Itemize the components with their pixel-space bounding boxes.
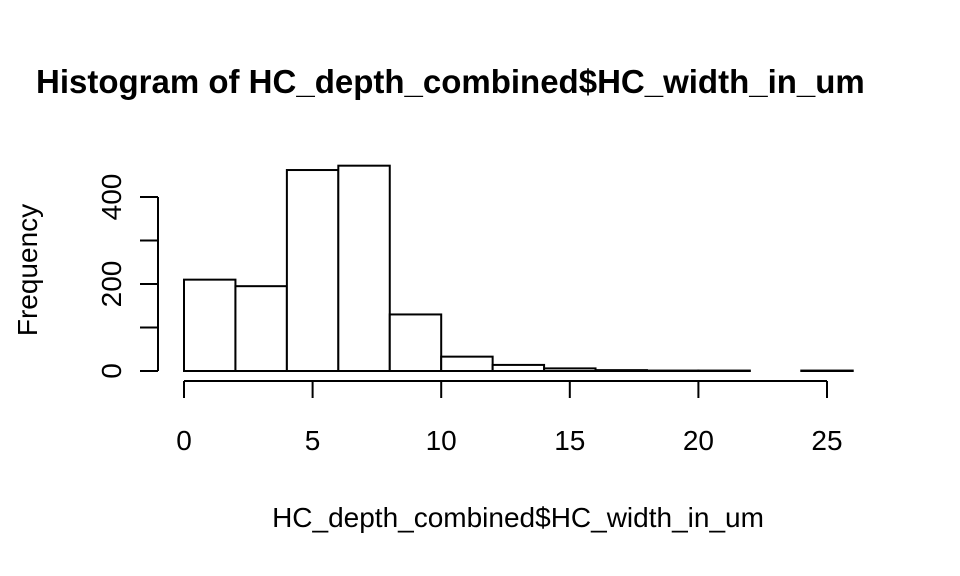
y-tick-label: 0 (96, 363, 127, 379)
histogram-bar (285, 169, 340, 372)
x-axis-label: HC_depth_combined$HC_width_in_um (272, 502, 764, 533)
x-tick-label: 5 (305, 425, 321, 456)
x-tick-label: 15 (554, 425, 585, 456)
x-tick-label: 10 (426, 425, 457, 456)
y-tick-label: 200 (96, 261, 127, 308)
x-tick-label: 0 (176, 425, 192, 456)
x-tick-label: 25 (811, 425, 842, 456)
histogram-bar (543, 367, 597, 373)
y-axis-label: Frequency (12, 204, 43, 336)
histogram-bar (337, 164, 391, 372)
histogram-bar (183, 278, 237, 372)
histogram-bars (183, 164, 854, 373)
x-tick-label: 20 (683, 425, 714, 456)
x-axis: 0 5 10 15 20 25 (176, 380, 843, 456)
histogram-bar (234, 285, 288, 372)
y-axis: 0 200 400 (96, 174, 159, 379)
histogram-bar (388, 313, 443, 373)
chart-title: Histogram of HC_depth_combined$HC_width_… (36, 63, 865, 100)
histogram-bar (594, 369, 648, 373)
y-tick-label: 400 (96, 174, 127, 221)
histogram-bar (440, 355, 494, 372)
histogram-bar (491, 363, 546, 373)
